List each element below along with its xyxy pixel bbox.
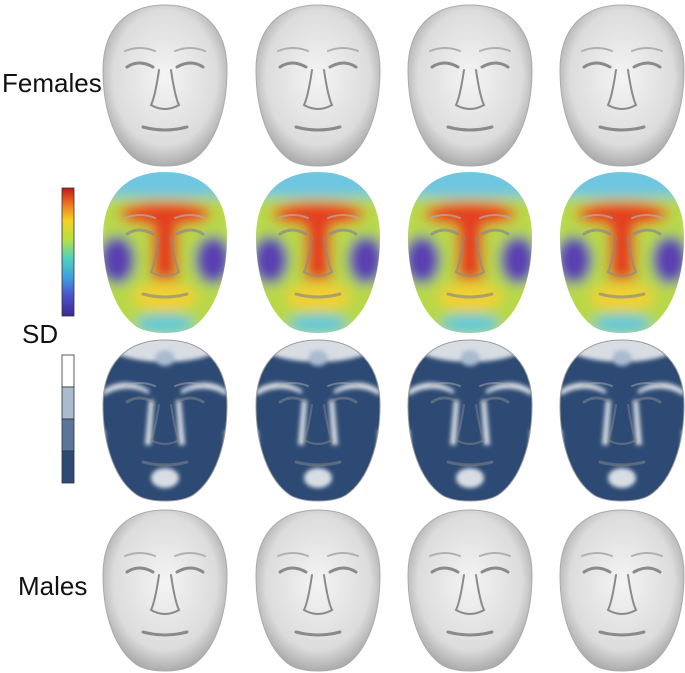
sd-heatmap-faces [95,162,685,342]
face [560,510,684,671]
face [256,510,380,671]
male-faces [103,510,684,671]
face [552,162,685,342]
face [248,322,388,510]
row-label: SD [22,319,58,349]
face [95,322,235,510]
face [400,162,540,342]
row-label: Females [2,68,102,98]
face [400,322,540,510]
face [103,5,227,166]
female-faces [103,5,684,166]
discrete-color-bar [61,354,75,484]
face [248,162,388,342]
face [95,162,235,342]
face [256,5,380,166]
sd-threshold-faces [95,322,685,510]
face [408,510,532,671]
face [552,322,685,510]
row-label: Males [18,571,87,601]
face [560,5,684,166]
color-bar [61,187,75,317]
face [408,5,532,166]
face [103,510,227,671]
